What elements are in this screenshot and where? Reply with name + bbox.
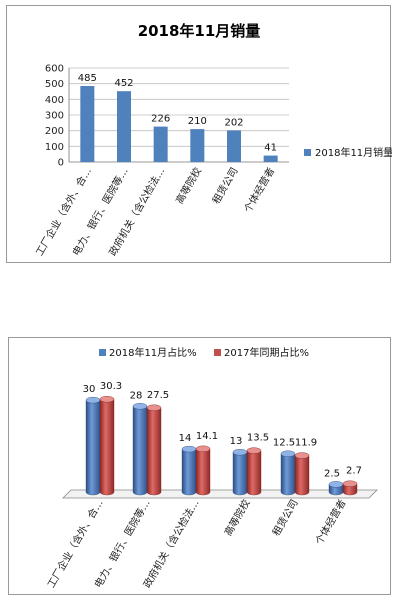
cylinders — [85, 396, 358, 496]
chart-sales: 2018年11月销量 0 100 200 300 400 500 600 485 452 226… — [33, 22, 392, 258]
legend-label-2017: 2017年同期占比% — [224, 346, 309, 359]
cylinder-2018 — [328, 481, 344, 496]
bar-value-label: 485 — [78, 73, 97, 84]
bar — [80, 86, 95, 162]
bar-value-label: 202 — [224, 117, 243, 128]
y-tick-label: 100 — [45, 142, 64, 153]
chart-share-panel: 2018年11月占比% 2017年同期占比% 30 28 14 13 12.5 2.5 30… — [8, 337, 391, 595]
bar — [117, 91, 131, 162]
cylinder-cap — [195, 445, 211, 453]
y-axis-ticks: 0 100 200 300 400 500 600 — [45, 64, 64, 169]
legend-swatch-2017 — [214, 349, 221, 356]
value-label: 2.7 — [346, 466, 362, 477]
chart-title: 2018年11月销量 — [138, 22, 261, 40]
cylinder-2018 — [280, 450, 296, 496]
cylinder-cap — [181, 445, 197, 453]
cylinder-body — [85, 399, 101, 496]
y-tick-label: 600 — [45, 64, 64, 75]
data-labels: 30 28 14 13 12.5 2.5 30.3 27.5 14.1 13.5 11.9 2.7 — [83, 381, 362, 479]
category-label: 高等院校 — [221, 497, 252, 538]
bar-value-label: 226 — [151, 114, 170, 125]
value-label: 2.5 — [324, 468, 340, 479]
bar-value-label: 210 — [188, 116, 207, 127]
legend-swatch — [304, 149, 311, 156]
cylinder-cap — [99, 396, 115, 403]
cylinder-2017 — [195, 445, 211, 496]
bar — [227, 130, 241, 162]
value-label: 13 — [230, 436, 243, 447]
category-label: 租赁公司 — [269, 497, 300, 538]
y-tick-label: 500 — [45, 79, 64, 90]
value-label: 14 — [179, 433, 192, 444]
cylinder-cap — [280, 450, 296, 457]
legend-swatch-2018 — [99, 349, 106, 356]
value-label: 30.3 — [100, 381, 122, 392]
cylinder-2017 — [99, 396, 115, 496]
y-tick-label: 200 — [45, 126, 64, 137]
cylinder-2017 — [342, 480, 358, 496]
cylinder-body — [99, 399, 115, 496]
cylinder-body — [195, 448, 211, 496]
legend-label-2018: 2018年11月占比% — [109, 346, 197, 359]
cylinder-body — [294, 455, 310, 496]
bar — [190, 129, 205, 162]
bar — [263, 155, 278, 162]
cylinder-cap — [85, 396, 101, 404]
category-label: 个体经营者 — [312, 497, 348, 547]
cylinder-body — [246, 450, 262, 496]
y-tick-label: 400 — [45, 95, 64, 106]
category-label: 个体经营者 — [241, 165, 277, 215]
bar-value-label: 452 — [114, 78, 133, 89]
y-tick-label: 0 — [58, 158, 64, 169]
cylinder-cap — [342, 480, 358, 487]
value-label: 27.5 — [147, 390, 169, 401]
cylinder-2017 — [294, 452, 310, 496]
cylinder-body — [181, 448, 197, 496]
category-label: 工厂企业（含外、合… — [44, 497, 105, 590]
y-tick-label: 300 — [45, 111, 64, 122]
category-label: 高等院校 — [173, 165, 204, 206]
cylinder-2018 — [181, 445, 197, 496]
value-label: 13.5 — [247, 433, 269, 444]
data-labels: 485 452 226 210 202 41 — [78, 73, 277, 154]
cylinder-body — [232, 451, 248, 496]
cylinder-body — [146, 407, 162, 496]
bar-value-label: 41 — [264, 143, 277, 154]
legend: 2018年11月销量 — [304, 146, 392, 159]
cylinder-cap — [232, 448, 248, 456]
x-axis-categories: 工厂企业（含外、合…电力、银行、医院等…政府机关（含公检法… 高等院校 租赁公司 个体… — [33, 165, 278, 258]
chart-sales-panel: 2018年11月销量 0 100 200 300 400 500 600 485 452 226… — [6, 5, 392, 263]
cylinder-2017 — [146, 404, 162, 496]
cylinder-cap — [146, 404, 162, 411]
category-label: 政府机关（含公检法… — [140, 497, 201, 590]
legend-label: 2018年11月销量 — [315, 146, 392, 159]
cylinder-cap — [294, 452, 310, 459]
bar — [153, 126, 168, 162]
category-label: 租赁公司 — [209, 165, 240, 206]
cylinder-body — [280, 453, 296, 496]
value-label: 28 — [130, 390, 143, 401]
cylinder-cap — [132, 403, 148, 410]
cylinder-cap — [328, 481, 344, 488]
value-label: 12.5 — [273, 438, 295, 449]
cylinder-2018 — [232, 448, 248, 496]
x-axis-categories: 工厂企业（含外、合…电力、银行、医院等…政府机关（含公检法… 高等院校 租赁公司 个体… — [44, 497, 348, 590]
value-label: 11.9 — [295, 438, 317, 449]
value-label: 30 — [83, 384, 96, 395]
cylinder-cap — [246, 447, 262, 454]
cylinder-2018 — [85, 396, 101, 496]
cylinder-body — [132, 406, 148, 496]
cylinder-2018 — [132, 403, 148, 496]
bars — [80, 86, 278, 162]
cylinder-2017 — [246, 447, 262, 496]
value-label: 14.1 — [196, 431, 218, 442]
gridlines — [68, 67, 289, 163]
legend: 2018年11月占比% 2017年同期占比% — [99, 346, 309, 359]
